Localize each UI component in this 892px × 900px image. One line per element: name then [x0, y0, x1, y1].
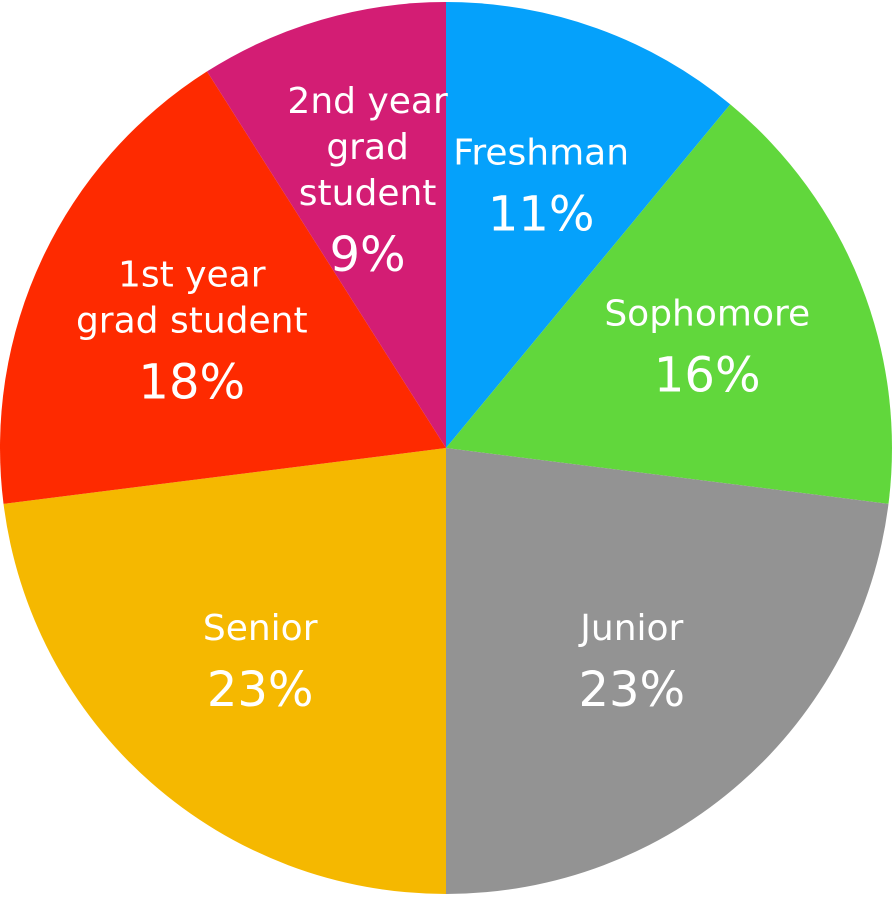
slice-percent-3: 23%: [207, 662, 314, 718]
pie-slice-1: [446, 104, 892, 504]
slice-percent-0: 11%: [488, 187, 595, 243]
pie-slice-4: [0, 71, 446, 504]
slice-label-4-line-1: grad student: [76, 300, 308, 341]
slice-percent-2: 23%: [578, 662, 685, 718]
slice-label-0-line-0: Freshman: [453, 133, 629, 174]
slice-label-5-line-1: grad: [326, 127, 409, 168]
pie-slice-3: [3, 448, 446, 894]
slice-label-3-line-0: Senior: [203, 608, 318, 649]
pie-slice-2: [446, 448, 889, 894]
slice-label-4-line-0: 1st year: [118, 254, 266, 295]
pie-slice-5: [207, 2, 446, 448]
slice-label-5-line-2: student: [299, 173, 437, 214]
slice-percent-1: 16%: [654, 348, 761, 404]
slice-label-2-line-0: Junior: [578, 608, 683, 649]
slice-percent-5: 9%: [330, 227, 406, 283]
slice-percent-4: 18%: [138, 354, 245, 410]
slice-label-1-line-0: Sophomore: [604, 294, 810, 335]
pie-slice-0: [446, 2, 731, 448]
labels-layer: Freshman 11% Sophomore 16% Junior 23% Senior 23…: [76, 81, 810, 718]
slice-label-5-line-0: 2nd year: [287, 81, 448, 122]
